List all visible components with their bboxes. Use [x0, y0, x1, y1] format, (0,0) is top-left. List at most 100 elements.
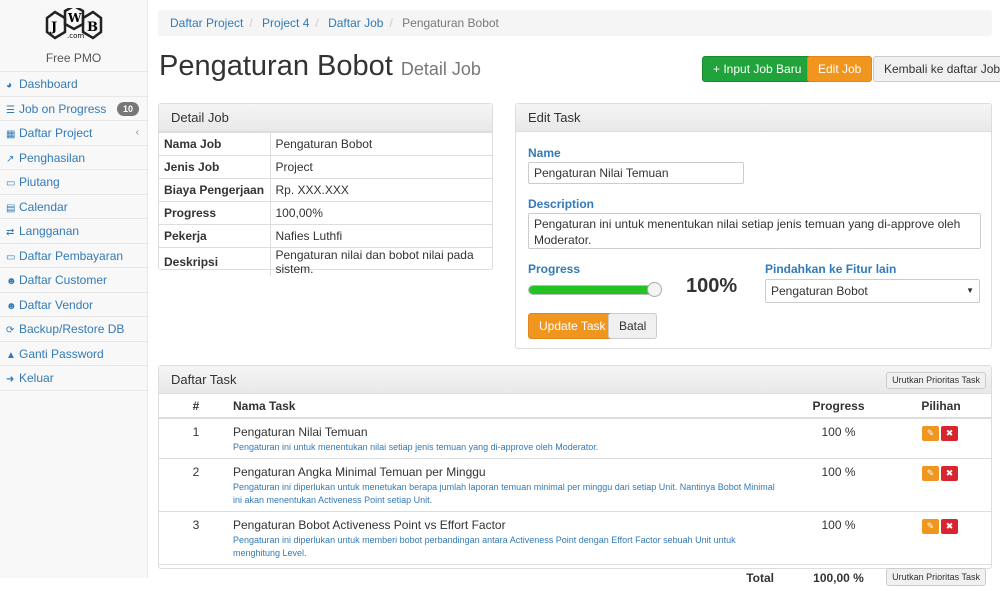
- breadcrumb-current: Pengaturan Bobot: [402, 16, 499, 30]
- logo[interactable]: J W B .com Free PMO: [0, 0, 147, 72]
- detail-label: Biaya Pengerjaan: [159, 178, 271, 202]
- panel-title: Edit Task: [516, 104, 991, 132]
- breadcrumb-project[interactable]: Project 4: [262, 16, 310, 30]
- sidebar-item-label: Daftar Customer: [19, 273, 108, 287]
- sidebar-item-label: Keluar: [19, 371, 54, 385]
- delete-icon[interactable]: ✖: [941, 519, 958, 534]
- detail-row: Biaya Pengerjaan Rp. XXX.XXX: [159, 178, 492, 202]
- task-row: 3 Pengaturan Bobot Activeness Point vs E…: [159, 511, 991, 565]
- sidebar-item-label: Piutang: [19, 175, 60, 189]
- progress-slider-fill: [529, 286, 657, 294]
- detail-label: Progress: [159, 201, 271, 225]
- sidebar-item-label: Penghasilan: [19, 150, 86, 165]
- breadcrumb-daftar-project[interactable]: Daftar Project: [170, 16, 244, 30]
- panel-title: Daftar Task Urutkan Prioritas Task: [159, 366, 991, 394]
- detail-value: Pengaturan nilai dan bobot nilai pada si…: [270, 247, 492, 276]
- sidebar-item-label: Langganan: [19, 224, 80, 238]
- move-feature-select[interactable]: Pengaturan Bobot ▼: [765, 279, 980, 303]
- task-no: 3: [159, 511, 233, 565]
- edit-job-button[interactable]: Edit Job: [807, 56, 873, 82]
- breadcrumb-daftar-job[interactable]: Daftar Job: [328, 16, 384, 30]
- sidebar-item-label: Daftar Project: [19, 126, 93, 140]
- sort-priority-button-bottom[interactable]: Urutkan Prioritas Task: [886, 568, 986, 586]
- chevron-left-icon[interactable]: ‹: [135, 127, 139, 138]
- detail-row: Nama Job Pengaturan Bobot: [159, 132, 492, 156]
- edit-task-panel: Edit Task Name Pengaturan Nilai Temuan D…: [515, 103, 992, 349]
- progress-label: Progress: [528, 262, 581, 276]
- name-input[interactable]: Pengaturan Nilai Temuan: [528, 162, 744, 184]
- sidebar-item-langganan[interactable]: ⇄ Langganan: [0, 219, 147, 244]
- task-no: 1: [159, 417, 233, 459]
- update-task-button[interactable]: Update Task: [528, 313, 617, 339]
- task-row: 2 Pengaturan Angka Minimal Temuan per Mi…: [159, 458, 991, 512]
- task-progress: 100 %: [786, 458, 891, 512]
- task-name: Pengaturan Bobot Activeness Point vs Eff…: [233, 518, 506, 532]
- edit-icon[interactable]: ✎: [922, 466, 939, 481]
- task-row: 1 Pengaturan Nilai Temuan Pengaturan ini …: [159, 417, 991, 459]
- input-job-baru-button[interactable]: + Input Job Baru: [702, 56, 813, 82]
- sidebar-item-keluar[interactable]: ➜ Keluar: [0, 366, 147, 391]
- sidebar-item-label: Calendar: [19, 199, 68, 214]
- detail-row: Pekerja Nafies Luthfi: [159, 224, 492, 248]
- sidebar-item-piutang[interactable]: ▭ Piutang: [0, 170, 147, 195]
- users-icon: ☻: [6, 300, 17, 312]
- cancel-button[interactable]: Batal: [608, 313, 658, 339]
- sidebar-item-daftar-pembayaran[interactable]: ▭ Daftar Pembayaran: [0, 244, 147, 268]
- table-icon: ▦: [6, 129, 16, 140]
- task-name: Pengaturan Angka Minimal Temuan per Ming…: [233, 465, 486, 479]
- progress-slider[interactable]: [528, 282, 662, 297]
- detail-row: Deskripsi Pengaturan nilai dan bobot nila…: [159, 247, 492, 276]
- retweet-icon: ⇄: [6, 227, 15, 238]
- task-progress: 100 %: [786, 417, 891, 459]
- money-icon: ▭: [6, 178, 16, 189]
- users-icon: ☻: [6, 276, 17, 287]
- page-title: Pengaturan Bobot Detail Job: [159, 50, 481, 82]
- task-description: Pengaturan ini untuk menentukan nilai se…: [233, 442, 599, 452]
- sidebar-item-daftar-vendor[interactable]: ☻ Daftar Vendor: [0, 293, 147, 317]
- sidebar-item-daftar-project[interactable]: ▦ Daftar Project ‹: [0, 121, 147, 146]
- lock-icon: ▲: [6, 349, 16, 361]
- sign-out-icon: ➜: [6, 374, 15, 385]
- sidebar-item-label: Daftar Vendor: [19, 297, 94, 312]
- caret-down-icon: ▼: [966, 286, 974, 295]
- edit-icon[interactable]: ✎: [922, 519, 939, 534]
- edit-icon[interactable]: ✎: [922, 426, 939, 441]
- col-header-name: Nama Task: [233, 394, 786, 419]
- task-no: 2: [159, 458, 233, 512]
- sidebar-item-penghasilan[interactable]: ↗ Penghasilan: [0, 146, 147, 170]
- svg-text:.com: .com: [67, 32, 84, 40]
- task-description: Pengaturan ini diperlukan untuk memberi …: [233, 535, 736, 558]
- sidebar-item-backup-restore-db[interactable]: ⟳ Backup/Restore DB: [0, 317, 147, 342]
- sidebar-item-label: Job on Progress: [19, 101, 107, 116]
- detail-value: Rp. XXX.XXX: [270, 178, 492, 202]
- sidebar-item-daftar-customer[interactable]: ☻ Daftar Customer: [0, 268, 147, 293]
- tasks-icon: ☰: [6, 104, 15, 116]
- task-list-panel: Daftar Task Urutkan Prioritas Task # Nam…: [158, 365, 992, 591]
- detail-label: Deskripsi: [159, 247, 271, 276]
- back-to-job-list-button[interactable]: Kembali ke daftar Job: [873, 56, 1000, 82]
- sidebar-item-ganti-password[interactable]: ▲ Ganti Password: [0, 342, 147, 366]
- sidebar-item-job-on-progress[interactable]: ☰ Job on Progress 10: [0, 97, 147, 121]
- col-header-progress: Progress: [786, 394, 891, 419]
- sort-priority-button[interactable]: Urutkan Prioritas Task: [886, 372, 986, 389]
- description-textarea[interactable]: Pengaturan ini untuk menentukan nilai se…: [528, 213, 981, 249]
- sidebar-item-label: Dashboard: [19, 77, 78, 91]
- detail-label: Nama Job: [159, 132, 271, 156]
- delete-icon[interactable]: ✖: [941, 466, 958, 481]
- progress-slider-handle[interactable]: [647, 282, 662, 297]
- detail-label: Jenis Job: [159, 155, 271, 179]
- svg-text:B: B: [87, 20, 98, 35]
- task-description: Pengaturan ini diperlukan untuk menetuka…: [233, 482, 775, 505]
- sidebar-item-calendar[interactable]: ▤ Calendar: [0, 195, 147, 219]
- name-label: Name: [528, 146, 561, 160]
- panel-title: Detail Job: [159, 104, 492, 132]
- move-feature-label: Pindahkan ke Fitur lain: [765, 262, 897, 276]
- jwb-logo-icon: J W B .com: [45, 4, 102, 40]
- detail-label: Pekerja: [159, 224, 271, 248]
- sidebar-item-dashboard[interactable]: ◕ Dashboard: [0, 72, 147, 97]
- detail-value: 100,00%: [270, 201, 492, 225]
- delete-icon[interactable]: ✖: [941, 426, 958, 441]
- dashboard-icon: ◕: [6, 80, 13, 91]
- count-badge: 10: [116, 101, 139, 116]
- detail-row: Progress 100,00%: [159, 201, 492, 225]
